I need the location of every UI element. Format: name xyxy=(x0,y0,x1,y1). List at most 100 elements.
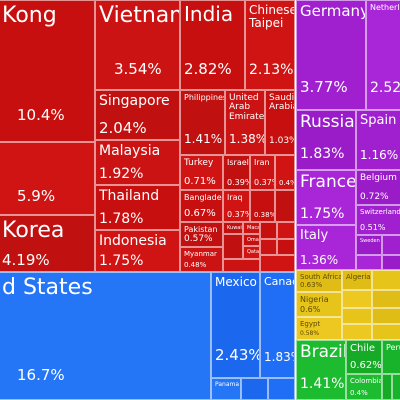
tile-france: France 1.75% xyxy=(296,170,356,225)
tile-canada: Canada 1.83% xyxy=(260,272,295,378)
tile-label: Egypt xyxy=(300,320,321,328)
tile-label: Mexico xyxy=(215,275,257,289)
tile-label: d States xyxy=(2,275,93,300)
tile-panama: Panama xyxy=(211,378,241,400)
tile xyxy=(392,374,400,400)
tile xyxy=(260,255,295,272)
tile xyxy=(223,259,260,272)
tile-label: Belgium xyxy=(360,173,397,183)
tile-value: 1.16% xyxy=(360,148,399,163)
tile-kuwait: Kuwait xyxy=(223,222,243,234)
tile-kong: Kong 10.4% xyxy=(0,0,95,142)
tile-value: 0.58% xyxy=(300,329,320,337)
tile xyxy=(260,222,277,239)
tile-india: India 2.82% xyxy=(180,0,245,90)
tile-value: 2.13% xyxy=(249,62,294,79)
tile-label: Nigeria xyxy=(300,295,329,304)
tile-korea: Korea 4.19% xyxy=(0,215,95,272)
tile-vietnam: Vietnam 3.54% xyxy=(95,0,180,90)
tile-label: Russia xyxy=(300,112,355,132)
tile xyxy=(241,378,268,400)
tile-label: Algeria xyxy=(346,273,371,281)
tile-united-arab-emirates: United Arab Emirates 1.38% xyxy=(225,90,265,155)
tile-label: Oman xyxy=(247,237,259,243)
tile-value: 0.72% xyxy=(360,191,389,202)
tile-value: 1.41% xyxy=(184,132,223,147)
tile-label: Sweden xyxy=(360,238,380,244)
tile-label: Switzerland xyxy=(360,208,400,216)
tile-value: 2.82% xyxy=(184,60,232,79)
tile-label: Colombia xyxy=(350,377,382,385)
tile-saudi-arabia: Saudi Arabia 1.03% xyxy=(265,90,295,155)
tile: 5.9% xyxy=(0,142,95,215)
tile-philippines: Philippines 1.41% xyxy=(180,90,225,155)
tile-russia: Russia 1.83% xyxy=(296,110,356,170)
tile-value: 1.36% xyxy=(300,253,339,268)
tile-pakistan: Pakistan 0.57% xyxy=(180,222,223,247)
tile-value: 0.48% xyxy=(184,260,207,269)
tile-value: 1.92% xyxy=(99,166,144,183)
tile-value: 0.38% xyxy=(254,210,275,219)
tile-netherlands: Netherlands 2.52% xyxy=(366,0,400,110)
tile-label: Macau xyxy=(247,225,260,231)
tile-label: Germany xyxy=(300,2,366,20)
tile-malaysia: Malaysia 1.92% xyxy=(95,140,180,185)
tile-value: 2.43% xyxy=(215,346,260,365)
tile-label: Vietnam xyxy=(99,3,179,28)
tile-value: 0.57% xyxy=(184,233,213,244)
tile-value: 5.9% xyxy=(17,187,56,206)
tile-value: 16.7% xyxy=(17,366,65,385)
tile xyxy=(356,255,382,270)
tile-value: 1.78% xyxy=(99,211,144,228)
tile: 0.4% xyxy=(275,155,295,190)
tile-italy: Italy 1.36% xyxy=(296,225,356,270)
tile-label: Chile xyxy=(350,343,376,354)
tile-label: Philippines xyxy=(184,93,225,102)
tile-oman: Oman xyxy=(243,234,260,246)
tile-indonesia: Indonesia 1.75% xyxy=(95,230,180,272)
tile-label: Myanmar xyxy=(184,250,217,258)
tile-value: 2.52% xyxy=(370,80,400,97)
tile-value: 1.03% xyxy=(269,135,295,146)
tile-label: India xyxy=(184,2,234,26)
tile-value: 1.75% xyxy=(99,253,144,270)
tile-label: Kuwait xyxy=(227,225,243,231)
tile-label: Indonesia xyxy=(99,233,167,249)
tile-label: Iraq xyxy=(227,193,243,202)
tile xyxy=(372,324,400,340)
tile xyxy=(342,308,372,324)
tile-value: 0.62% xyxy=(350,359,382,371)
tile-egypt: Egypt 0.58% xyxy=(296,317,342,340)
tile xyxy=(382,374,392,400)
tile-d-states: d States 16.7% xyxy=(0,272,211,400)
tile-thailand: Thailand 1.78% xyxy=(95,185,180,230)
tile-value: 0.6% xyxy=(300,304,321,314)
tile xyxy=(372,270,400,290)
tile-mexico: Mexico 2.43% xyxy=(211,272,260,378)
tile-value: 1.83% xyxy=(300,146,345,163)
tile-label: Saudi Arabia xyxy=(269,93,295,113)
tile-spain: Spain 1.16% xyxy=(356,110,400,170)
tile-peru: Peru xyxy=(382,340,400,374)
tile-value: 1.38% xyxy=(229,132,265,147)
tile xyxy=(277,239,295,255)
tile xyxy=(268,378,295,400)
tile xyxy=(223,234,243,259)
tile-label: Panama xyxy=(215,381,240,388)
tile-value: 2.04% xyxy=(99,119,147,138)
tile-switzerland: Switzerland 0.51% xyxy=(356,205,400,235)
tile-label: Peru xyxy=(386,343,400,352)
tile-sweden: Sweden xyxy=(356,235,382,255)
tile-chinese-taipei: Chinese Taipei 2.13% xyxy=(245,0,295,90)
tile-label: Singapore xyxy=(99,93,170,109)
tile-label: South Africa xyxy=(300,273,342,281)
tile: 0.38% xyxy=(250,190,275,222)
tile-value: 3.54% xyxy=(114,60,162,79)
tile-label: Netherlands xyxy=(370,3,400,12)
tile-value: 1.83% xyxy=(264,350,294,365)
tile-value: 0.67% xyxy=(184,207,216,219)
tile-qatar: Qatar xyxy=(243,246,260,259)
tile-label: Brazil xyxy=(300,342,346,362)
tile-label: Qatar xyxy=(247,249,260,255)
